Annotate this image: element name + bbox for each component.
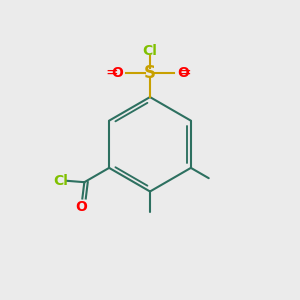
Text: Cl: Cl	[142, 44, 158, 58]
Text: O: O	[177, 66, 189, 80]
Text: Cl: Cl	[53, 174, 68, 188]
Text: =: =	[178, 65, 191, 80]
Text: S: S	[144, 64, 156, 82]
Text: O: O	[76, 200, 87, 214]
Text: =: =	[106, 65, 118, 80]
Text: O: O	[111, 66, 123, 80]
